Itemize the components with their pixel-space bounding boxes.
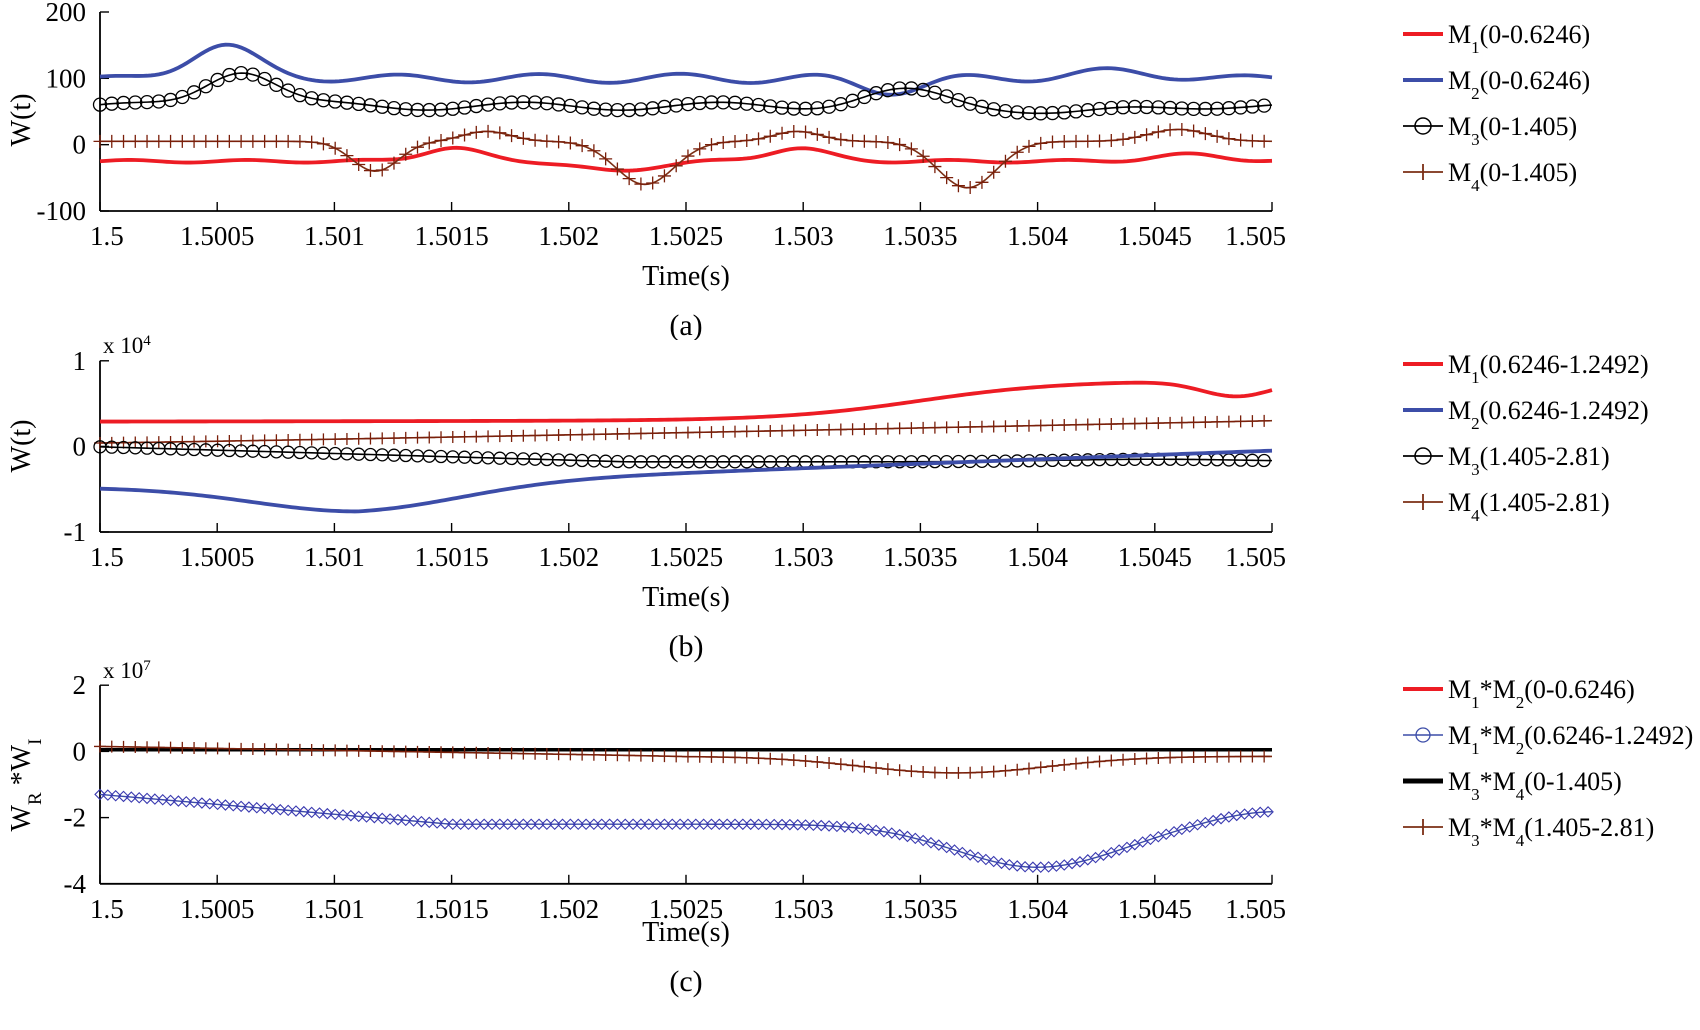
svg-text:1.502: 1.502 — [538, 221, 599, 251]
svg-text:Time(s): Time(s) — [642, 917, 730, 948]
svg-text:1.5005: 1.5005 — [180, 542, 254, 572]
svg-text:1.5045: 1.5045 — [1118, 542, 1192, 572]
svg-text:1.5015: 1.5015 — [414, 542, 488, 572]
svg-text:1.5: 1.5 — [90, 542, 124, 572]
svg-text:1.504: 1.504 — [1007, 221, 1068, 251]
svg-text:1.501: 1.501 — [304, 894, 365, 924]
svg-text:1.504: 1.504 — [1007, 894, 1068, 924]
svg-text:1.5: 1.5 — [90, 221, 124, 251]
svg-text:1.503: 1.503 — [773, 894, 834, 924]
svg-text:1.504: 1.504 — [1007, 542, 1068, 572]
svg-text:1: 1 — [73, 346, 87, 376]
svg-text:Time(s): Time(s) — [642, 261, 730, 292]
svg-text:M1*M2(0-0.6246): M1*M2(0-0.6246) — [1448, 675, 1635, 712]
svg-text:-4: -4 — [64, 869, 87, 899]
svg-text:M4(0-1.405): M4(0-1.405) — [1448, 158, 1577, 195]
svg-text:1.502: 1.502 — [538, 894, 599, 924]
svg-text:M1(0-0.6246): M1(0-0.6246) — [1448, 20, 1590, 57]
svg-text:1.5035: 1.5035 — [883, 542, 957, 572]
svg-text:1.501: 1.501 — [304, 542, 365, 572]
svg-text:1.501: 1.501 — [304, 221, 365, 251]
svg-text:100: 100 — [46, 63, 87, 93]
svg-text:1.503: 1.503 — [773, 221, 834, 251]
svg-text:(c): (c) — [669, 965, 702, 998]
svg-text:W(t): W(t) — [6, 94, 37, 147]
svg-text:1.505: 1.505 — [1225, 542, 1286, 572]
svg-text:0: 0 — [73, 130, 87, 160]
svg-text:-2: -2 — [64, 803, 87, 833]
svg-text:200: 200 — [46, 0, 87, 27]
svg-text:-1: -1 — [64, 517, 87, 547]
svg-text:WR *WI: WR *WI — [6, 739, 46, 832]
svg-text:1.5035: 1.5035 — [883, 221, 957, 251]
svg-text:1.5005: 1.5005 — [180, 221, 254, 251]
svg-text:M3(0-1.405): M3(0-1.405) — [1448, 112, 1577, 149]
svg-text:2: 2 — [73, 670, 87, 700]
svg-text:x 104: x 104 — [103, 333, 151, 358]
svg-text:1.5045: 1.5045 — [1118, 221, 1192, 251]
svg-text:1.5005: 1.5005 — [180, 894, 254, 924]
svg-text:1.5: 1.5 — [90, 894, 124, 924]
svg-text:W(t): W(t) — [6, 420, 37, 473]
svg-text:0: 0 — [73, 736, 87, 766]
svg-text:M4(1.405-2.81): M4(1.405-2.81) — [1448, 488, 1610, 525]
svg-text:1.5015: 1.5015 — [414, 221, 488, 251]
svg-text:1.505: 1.505 — [1225, 894, 1286, 924]
svg-text:1.5025: 1.5025 — [649, 221, 723, 251]
svg-text:0: 0 — [73, 431, 87, 461]
svg-text:1.505: 1.505 — [1225, 221, 1286, 251]
svg-text:1.5025: 1.5025 — [649, 542, 723, 572]
svg-text:M1(0.6246-1.2492): M1(0.6246-1.2492) — [1448, 350, 1649, 387]
svg-text:Time(s): Time(s) — [642, 582, 730, 613]
svg-text:M1*M2(0.6246-1.2492): M1*M2(0.6246-1.2492) — [1448, 721, 1693, 758]
svg-text:M2(0-0.6246): M2(0-0.6246) — [1448, 66, 1590, 103]
svg-text:1.502: 1.502 — [538, 542, 599, 572]
svg-text:1.5015: 1.5015 — [414, 894, 488, 924]
svg-text:M2(0.6246-1.2492): M2(0.6246-1.2492) — [1448, 396, 1649, 433]
svg-text:x 107: x 107 — [103, 658, 151, 683]
svg-text:-100: -100 — [37, 196, 87, 226]
svg-text:M3*M4(0-1.405): M3*M4(0-1.405) — [1448, 767, 1622, 804]
svg-text:M3(1.405-2.81): M3(1.405-2.81) — [1448, 442, 1610, 479]
svg-text:1.5045: 1.5045 — [1118, 894, 1192, 924]
svg-text:1.5035: 1.5035 — [883, 894, 957, 924]
svg-text:1.503: 1.503 — [773, 542, 834, 572]
svg-text:M3*M4(1.405-2.81): M3*M4(1.405-2.81) — [1448, 813, 1654, 850]
